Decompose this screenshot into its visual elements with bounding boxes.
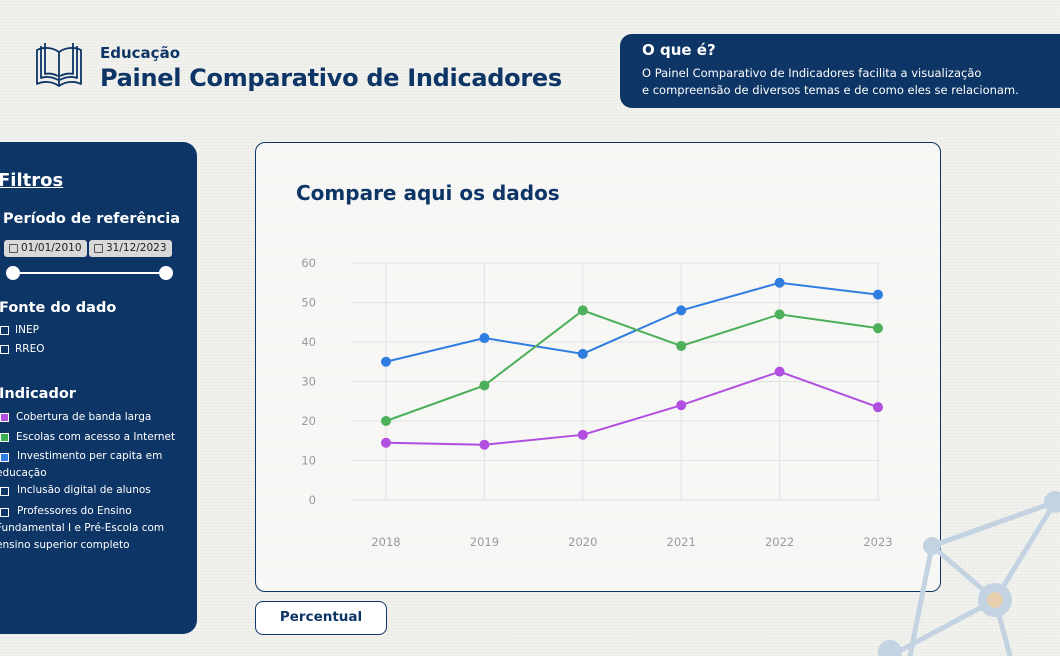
data-point [774,277,785,288]
period-slider-start-handle[interactable] [6,266,20,280]
data-point [873,323,883,334]
checkbox[interactable] [0,326,9,335]
checkbox[interactable] [0,345,9,354]
data-point [381,437,391,448]
indicator-option-label-cont: ensino superior completo [0,539,130,551]
indicator-option-label-cont: Fundamental I e Pré-Escola com [0,522,165,534]
period-slider-track[interactable] [12,272,166,274]
percentual-button[interactable]: Percentual [255,601,387,635]
x-tick-label: 2018 [371,535,400,549]
calendar-icon [94,244,103,253]
data-point [577,305,588,316]
checkbox[interactable] [0,453,9,462]
y-tick-label: 60 [301,256,316,270]
indicator-option-label: Professores do Ensino [17,505,132,517]
data-point [479,439,490,450]
period-title: Período de referência [3,211,180,227]
data-point [676,400,687,411]
data-point [381,356,391,367]
x-tick-label: 2020 [568,535,597,549]
start-date-picker[interactable]: 01/01/2010 [4,240,87,257]
chart-card: Compare aqui os dados 0 10 20 30 40 50 60 2018 2… [255,142,941,592]
data-point [577,429,588,440]
data-point [479,380,490,391]
y-tick-label: 40 [301,335,316,349]
info-text-line-1: O Painel Comparativo de Indicadores faci… [642,66,982,80]
indicator-option-label: Cobertura de banda larga [16,411,152,423]
info-text-line-2: e compreensão de diversos temas e de com… [642,83,1019,97]
series-line [385,281,879,363]
chart-title: Compare aqui os dados [296,181,560,205]
filters-title: Filtros [0,170,64,191]
data-point [381,416,391,426]
indicator-option-label-cont: educação [0,467,47,479]
series-line [385,309,879,422]
x-tick-label: 2023 [863,535,892,549]
data-point [577,348,588,359]
x-tick-label: 2021 [667,535,696,549]
data-point [676,305,687,316]
y-tick-label: 10 [301,454,316,468]
series-line [385,370,879,446]
indicator-option-label: Investimento per capita em [17,450,163,462]
header-subtitle: Educação [100,44,180,62]
data-point [774,309,785,320]
calendar-icon [9,244,18,253]
data-point [774,366,785,377]
page-title: Painel Comparativo de Indicadores [100,64,562,92]
x-tick-label: 2019 [470,535,499,549]
network-decoration-icon [878,491,1060,656]
checkbox[interactable] [0,508,9,517]
source-option-label: RREO [15,343,45,355]
y-tick-label: 20 [301,414,316,428]
checkbox[interactable] [0,413,9,422]
source-option-label: INEP [15,324,39,336]
checkbox[interactable] [0,487,9,496]
y-tick-label: 30 [301,375,316,389]
x-tick-label: 2022 [765,535,794,549]
indicator-option-label: Escolas com acesso a Internet [16,431,176,443]
y-tick-label: 50 [301,296,316,310]
end-date-value: 31/12/2023 [106,242,167,254]
open-book-icon [36,43,82,87]
data-point [873,289,883,300]
filters-sidebar: Filtros Período de referência 01/01/2010… [0,142,197,634]
info-panel: O que é? O Painel Comparativo de Indicad… [620,34,1060,108]
line-chart: 0 10 20 30 40 50 60 2018 2019 2020 2021 2022 2023 [301,256,892,549]
data-point [676,340,687,351]
indicator-title: Indicador [0,386,76,402]
end-date-picker[interactable]: 31/12/2023 [89,240,172,257]
info-title: O que é? [642,41,716,59]
source-title: Fonte do dado [0,300,117,316]
start-date-value: 01/01/2010 [21,242,82,254]
data-point [479,333,490,344]
checkbox[interactable] [0,433,9,442]
y-tick-label: 0 [309,493,316,507]
period-slider-end-handle[interactable] [159,266,173,280]
indicator-option-label: Inclusão digital de alunos [17,484,151,496]
data-point [873,402,883,413]
